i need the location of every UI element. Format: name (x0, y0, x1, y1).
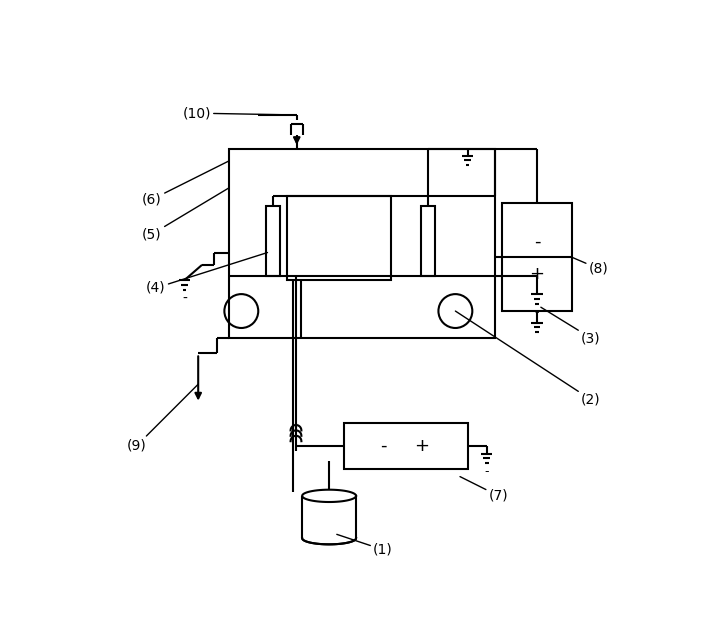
Text: (8): (8) (571, 257, 608, 276)
Text: -: - (380, 437, 386, 455)
Text: (4): (4) (146, 253, 267, 295)
Text: (5): (5) (143, 188, 229, 241)
Bar (286, 196, 391, 280)
Text: (9): (9) (127, 384, 199, 453)
Bar (421, 206, 435, 276)
Text: +: + (414, 437, 429, 455)
Text: -: - (534, 233, 540, 251)
Bar (345, 423, 468, 469)
Text: (7): (7) (460, 477, 508, 503)
Text: -: - (535, 306, 540, 319)
Text: (3): (3) (541, 307, 601, 345)
Text: -: - (485, 465, 489, 479)
Bar (266, 206, 280, 276)
Text: (1): (1) (337, 534, 393, 557)
Text: (10): (10) (182, 106, 281, 120)
Text: +: + (530, 265, 545, 283)
Text: (6): (6) (142, 161, 229, 206)
Bar (503, 203, 571, 311)
Bar (229, 149, 495, 338)
Text: (2): (2) (455, 311, 601, 406)
Text: -: - (182, 291, 186, 305)
